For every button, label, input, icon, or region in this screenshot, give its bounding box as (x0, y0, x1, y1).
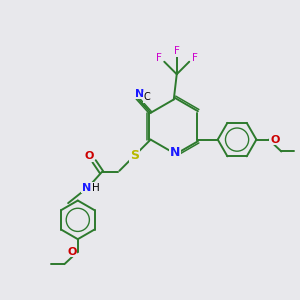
Text: O: O (270, 135, 280, 145)
Text: N: N (170, 146, 181, 160)
Text: F: F (174, 46, 180, 56)
Text: O: O (84, 151, 94, 161)
Text: F: F (192, 53, 197, 63)
Text: O: O (67, 247, 76, 256)
Text: N: N (135, 88, 144, 98)
Text: F: F (156, 53, 162, 63)
Text: C: C (143, 92, 150, 102)
Text: S: S (130, 149, 139, 162)
Text: N: N (82, 183, 91, 193)
Text: H: H (92, 183, 100, 193)
